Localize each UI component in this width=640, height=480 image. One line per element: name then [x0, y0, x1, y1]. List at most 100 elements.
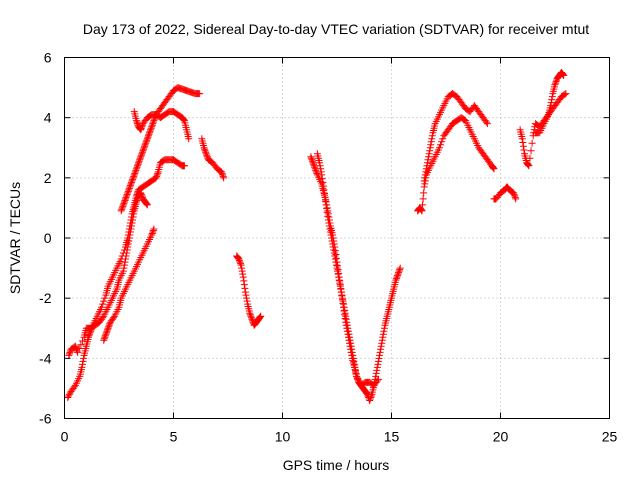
x-tick-label: 5: [170, 429, 178, 445]
data-point: [396, 266, 404, 274]
data-point: [136, 154, 144, 162]
data-point: [547, 99, 555, 107]
data-point: [322, 197, 330, 205]
data-point: [324, 216, 332, 224]
data-point: [133, 163, 141, 171]
data-point: [150, 225, 158, 233]
data-point: [379, 333, 387, 341]
data-point: [418, 207, 426, 215]
data-point: [420, 189, 428, 197]
data-point: [124, 243, 132, 251]
data-point: [329, 243, 337, 251]
data-point: [552, 79, 560, 87]
data-point: [307, 153, 315, 161]
grid: [64, 57, 610, 419]
y-tick-label: -6: [39, 411, 52, 427]
data-point: [143, 201, 151, 209]
data-point: [376, 348, 384, 356]
data-point: [139, 147, 147, 155]
data-point: [78, 360, 86, 368]
data-point: [247, 314, 255, 322]
data-point: [123, 246, 131, 254]
data-point: [312, 166, 320, 174]
data-point: [219, 172, 227, 180]
data-point: [72, 344, 80, 352]
data-point: [129, 216, 137, 224]
data-point: [316, 159, 324, 167]
data-point: [202, 148, 210, 156]
data-point: [105, 321, 113, 329]
data-point: [148, 123, 156, 131]
data-point: [308, 156, 316, 164]
data-point: [559, 71, 567, 79]
data-point: [352, 369, 360, 377]
data-point: [428, 132, 436, 140]
data-point: [150, 117, 158, 125]
data-point: [374, 357, 382, 365]
data-point: [257, 312, 265, 320]
data-point: [353, 374, 361, 382]
data-point: [129, 213, 137, 221]
data-point: [140, 145, 148, 153]
data-point: [130, 171, 138, 179]
data-point: [425, 153, 433, 161]
data-point: [246, 309, 254, 317]
data-point: [75, 345, 83, 353]
data-point: [423, 162, 431, 170]
data-point: [100, 336, 108, 344]
data-point: [128, 219, 136, 227]
data-point: [317, 168, 325, 176]
data-point: [421, 180, 429, 188]
data-point: [310, 162, 318, 170]
data-point: [148, 229, 156, 237]
series-track-g: [233, 252, 265, 329]
data-point: [395, 267, 403, 275]
data-point: [104, 326, 112, 334]
data-point: [519, 138, 527, 146]
data-point: [340, 300, 348, 308]
data-point: [560, 72, 568, 80]
data-point: [352, 366, 360, 374]
data-point: [256, 313, 264, 321]
data-point: [239, 273, 247, 281]
data-point: [110, 314, 118, 322]
series-track-k: [420, 90, 491, 185]
data-point: [437, 141, 445, 149]
data-point: [74, 348, 82, 356]
data-point: [347, 342, 355, 350]
data-point: [145, 130, 153, 138]
data-point: [98, 303, 106, 311]
data-point: [324, 212, 332, 220]
data-point: [438, 138, 446, 146]
data-point: [420, 183, 428, 191]
data-point: [319, 182, 327, 190]
data-point: [241, 288, 249, 296]
data-point: [99, 300, 107, 308]
data-point: [525, 162, 533, 170]
data-point: [137, 189, 145, 197]
data-point: [482, 118, 490, 126]
data-point: [125, 186, 133, 194]
data-point: [327, 231, 335, 239]
x-tick-label: 0: [61, 429, 69, 445]
data-point: [343, 321, 351, 329]
data-point: [154, 169, 162, 177]
data-point: [120, 198, 128, 206]
data-point: [136, 156, 144, 164]
data-point: [201, 147, 209, 155]
data-point: [246, 311, 254, 319]
data-point: [552, 78, 560, 86]
data-point: [121, 258, 129, 266]
data-point: [319, 178, 327, 186]
data-point: [131, 168, 139, 176]
axes: 0 5 10 15 20 25 -6 -4 -2 0 2 4 6: [39, 50, 617, 445]
data-point: [148, 231, 156, 239]
data-point: [348, 348, 356, 356]
data-point: [328, 234, 336, 242]
data-point: [426, 144, 434, 152]
data-point: [350, 357, 358, 365]
data-point: [366, 395, 374, 403]
data-point: [341, 306, 349, 314]
data-point: [518, 135, 526, 143]
data-point: [524, 160, 532, 168]
